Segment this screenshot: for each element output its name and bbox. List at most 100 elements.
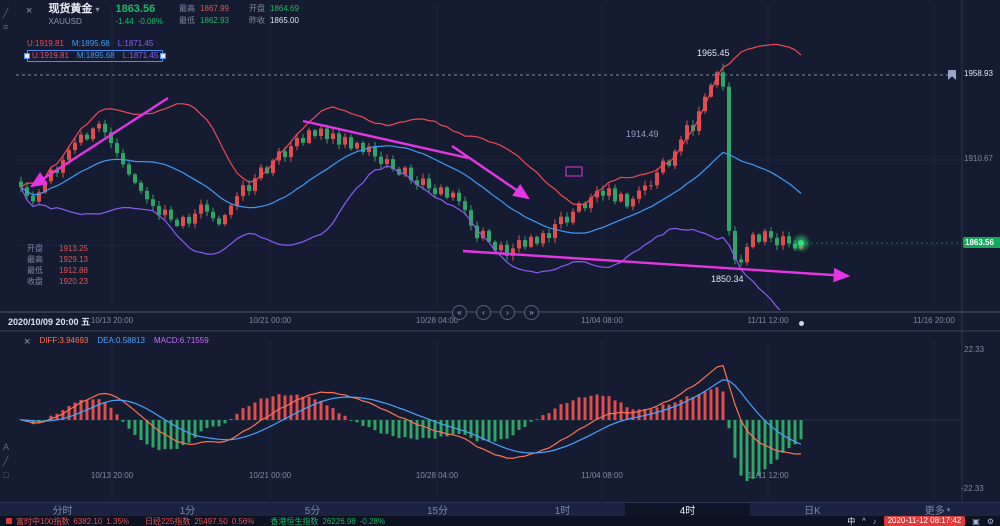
tab-4hour[interactable]: 4时: [625, 503, 750, 517]
macd-diff-value: DIFF:3.94693: [39, 336, 89, 345]
rewind-fast-button[interactable]: «: [452, 305, 467, 320]
tab-1min[interactable]: 1分: [179, 506, 196, 517]
tab-5min[interactable]: 5分: [304, 506, 321, 517]
pencil-tool-icon[interactable]: ╱: [3, 8, 9, 18]
ohlc-close: 收盘 1920.23: [27, 277, 88, 286]
boll-upper-value: U:1919.81: [27, 39, 64, 48]
timeframe-tabs: 分时 1分 5分 15分 1时 4时 日K 更多 ▾: [0, 502, 1000, 517]
gear-icon[interactable]: ⚙: [986, 516, 994, 526]
tab-15min[interactable]: 15分: [426, 506, 449, 517]
macd-scale-min: -22.33: [961, 484, 984, 493]
index-item[interactable]: 富时中100指数 6382.10 1.35%: [6, 516, 129, 526]
index-bullet-icon: [6, 518, 12, 524]
text-tool-icon[interactable]: A: [3, 442, 10, 452]
current-bar-datetime: 2020/10/09 20:00 五: [8, 317, 91, 327]
index-item[interactable]: 日经225指数 25497.50 0.56%: [145, 516, 254, 526]
symbol-name: 现货黄金: [48, 3, 93, 15]
chevron-down-icon: ▾: [946, 506, 951, 514]
index-ticker: 富时中100指数 6382.10 1.35% 日经225指数 25497.50 …: [6, 516, 385, 526]
ohlc-info-box: 开盘 1913.25 最高 1929.13 最低 1912.88 收盘 1920.23: [27, 243, 88, 287]
selection-handle-right[interactable]: [160, 53, 167, 59]
symbol-block: 现货黄金 ▾ XAUUSD: [48, 3, 99, 26]
screenshot-icon[interactable]: ▣: [972, 516, 980, 526]
boll-lower-value: L:1871.45: [117, 39, 154, 48]
close-chart-icon[interactable]: ×: [26, 5, 33, 17]
current-price-badge: 1863.56: [963, 237, 1000, 248]
boll-readout-2: U:1919.81 M:1895.68 L:1871.45: [24, 50, 167, 62]
index-name: 香港恒生指数: [270, 516, 319, 526]
symbol-selector[interactable]: 现货黄金 ▾: [48, 3, 99, 15]
daily-stats: 最高 1867.99 最低 1862.93 开盘 1864.69 昨收 1865.00: [179, 4, 299, 26]
candlesticks: [19, 63, 803, 267]
price-scale-label: 1910.67: [964, 154, 993, 163]
replay-controls: « ‹ › »: [452, 305, 539, 320]
step-back-button[interactable]: ‹: [476, 305, 491, 320]
crash-low-price-label: 1850.34: [711, 274, 744, 284]
boll-middle-value: M:1895.68: [71, 39, 110, 48]
bollinger-bands: [20, 43, 802, 310]
timeline-position-dot[interactable]: [799, 321, 804, 326]
stat-high: 最高 1867.99: [179, 4, 229, 13]
index-value: 6382.10: [73, 516, 103, 526]
macd-header: × DIFF:3.94693 DEA:0.58813 MACD:6.71559: [24, 334, 209, 348]
boll-readout-1: U:1919.81 M:1895.68 L:1871.45: [27, 39, 153, 49]
peak-price-label: 1965.45: [697, 48, 730, 58]
index-name: 富时中100指数: [16, 516, 70, 526]
tab-more[interactable]: 更多 ▾: [924, 506, 951, 517]
macd-axis-tick: 10/21 00:00: [248, 471, 292, 480]
macd-dea-value: DEA:0.58813: [97, 336, 145, 345]
index-percent: 0.56%: [231, 516, 255, 526]
ohlc-open: 开盘 1913.25: [27, 244, 88, 253]
sound-icon[interactable]: ♪: [872, 516, 877, 526]
tab-timeshare[interactable]: 分时: [52, 506, 73, 517]
index-item[interactable]: 香港恒生指数 26226.98 -0.28%: [270, 516, 385, 526]
macd-axis-tick: 11/11 12:00: [747, 471, 789, 480]
trend-arrow-annotations[interactable]: [29, 96, 851, 283]
x-axis-tick: 11/04 08:00: [581, 316, 623, 325]
line-tool-icon[interactable]: ╱: [3, 456, 9, 466]
ohlc-high: 最高 1929.13: [27, 255, 88, 264]
boll-lower-value: L:1871.45: [122, 51, 159, 60]
forward-fast-button[interactable]: »: [524, 305, 539, 320]
change-value: -1.44: [115, 17, 134, 26]
price-change: -1.44 -0.08%: [115, 17, 163, 26]
server-time-badge: 2020-11-12 08:17:42: [883, 516, 966, 526]
tab-daily[interactable]: 日K: [804, 506, 821, 517]
pullback-price-label: 1914.49: [626, 129, 659, 139]
close-macd-icon[interactable]: ×: [24, 336, 31, 348]
stat-low: 最低 1862.93: [179, 16, 229, 25]
tab-1hour[interactable]: 1时: [554, 506, 571, 517]
chevron-down-icon: ▾: [95, 4, 100, 14]
index-name: 日经225指数: [144, 516, 191, 526]
step-forward-button[interactable]: ›: [500, 305, 515, 320]
rect-tool-icon[interactable]: □: [3, 470, 9, 480]
macd-axis-tick: 10/28 04:00: [415, 471, 459, 480]
status-bar: 富时中100指数 6382.10 1.35% 日经225指数 25497.50 …: [0, 516, 1000, 526]
index-value: 25497.50: [194, 516, 228, 526]
ime-indicator[interactable]: 中: [847, 516, 856, 526]
macd-scale-max: 22.33: [964, 345, 985, 354]
macd-macd-value: MACD:6.71559: [153, 336, 209, 345]
instrument-header: × 现货黄金 ▾ XAUUSD 1863.56 -1.44 -0.08% 最高 1…: [26, 3, 299, 26]
x-axis-tick: 11/11 12:00: [747, 316, 789, 325]
macd-lines: [20, 364, 802, 459]
price-scale-label: 1958.93: [964, 69, 993, 78]
last-price: 1863.56: [115, 3, 156, 15]
layers-tool-icon[interactable]: ≡: [3, 22, 9, 32]
macd-axis-tick: 11/04 08:00: [581, 471, 623, 480]
price-block: 1863.56 -1.44 -0.08%: [115, 3, 163, 26]
index-value: 26226.98: [322, 516, 356, 526]
x-axis-tick: 10/13 20:00: [90, 316, 134, 325]
change-percent: -0.08%: [137, 17, 164, 26]
index-percent: 1.35%: [106, 516, 129, 526]
status-right-cluster: 中 ^ ♪ 2020-11-12 08:17:42 ▣ ⚙: [847, 516, 994, 526]
index-percent: -0.28%: [359, 516, 386, 526]
boll-selected-box[interactable]: U:1919.81 M:1895.68 L:1871.45: [24, 50, 167, 62]
x-axis-tick: 10/28 04:00: [415, 316, 459, 325]
macd-histogram: [19, 387, 803, 481]
macd-axis-tick: 10/13 20:00: [90, 471, 134, 480]
selection-handle-left[interactable]: [24, 53, 30, 59]
price-alert-bookmark-icon[interactable]: [948, 70, 956, 80]
